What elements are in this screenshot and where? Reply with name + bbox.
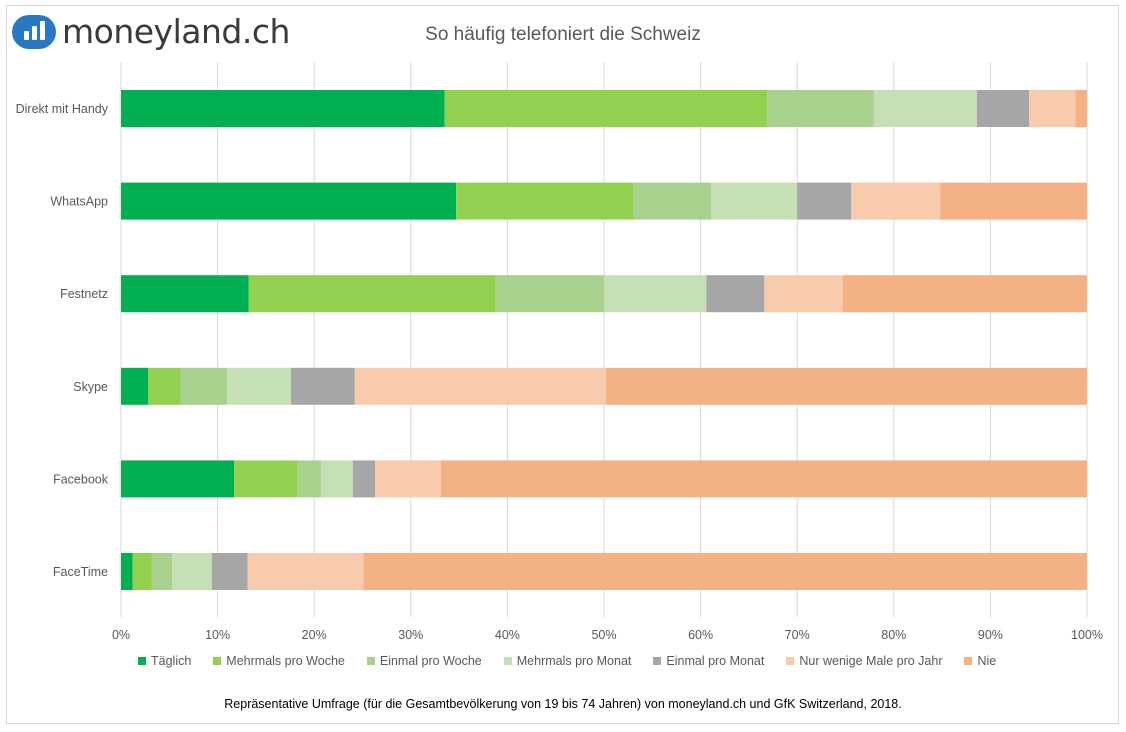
bar-segment	[873, 90, 977, 127]
legend-label: Nie	[977, 654, 997, 668]
bar-segment	[940, 182, 1087, 220]
bar-segment	[291, 367, 355, 405]
legend-swatch	[366, 657, 375, 665]
legend-item: Einmal pro Monat	[653, 654, 764, 668]
bar-segment	[121, 553, 133, 590]
bar-segment	[132, 553, 152, 590]
gridlines	[120, 62, 1088, 617]
x-tick-label: 20%	[302, 628, 327, 642]
bar-segment	[121, 460, 235, 498]
bar-segment	[248, 275, 496, 313]
legend-item: Mehrmals pro Woche	[213, 654, 345, 668]
bar-segment	[247, 553, 364, 590]
bar-segment	[604, 275, 707, 313]
bar-segment	[297, 460, 321, 498]
bar-segment	[121, 367, 149, 405]
legend-item: Einmal pro Woche	[366, 654, 482, 668]
bar-segment	[121, 90, 445, 127]
legend-label: Einmal pro Woche	[379, 654, 482, 668]
bar-segment	[354, 367, 606, 405]
legend-label: Nur wenige Male pro Jahr	[799, 654, 943, 668]
bars	[121, 90, 1088, 590]
bar-segment	[797, 182, 852, 220]
legend-swatch	[213, 657, 222, 665]
bar-segment	[632, 182, 712, 220]
x-tick-label: 60%	[688, 628, 713, 642]
category-label: Facebook	[53, 472, 109, 486]
footnote: Repräsentative Umfrage (für die Gesamtbe…	[224, 697, 902, 711]
category-label: Skype	[73, 380, 108, 394]
bar-segment	[605, 367, 1087, 405]
chart-title: So häufig telefoniert die Schweiz	[425, 24, 701, 45]
bar-segment	[706, 275, 765, 313]
category-label: WhatsApp	[50, 195, 108, 209]
bar-segment	[363, 553, 1087, 590]
legend-swatch	[964, 657, 973, 665]
bar-segment	[456, 182, 633, 220]
legend-label: Einmal pro Monat	[666, 654, 765, 668]
x-tick-label: 30%	[398, 628, 423, 642]
bar-segment	[320, 460, 353, 498]
x-tick-label: 80%	[881, 628, 906, 642]
bar-segment	[180, 367, 228, 405]
logo-text: moneyland.ch	[62, 12, 290, 51]
bar-segment	[234, 460, 298, 498]
x-tick-label: 0%	[112, 628, 130, 642]
moneyland-logo[interactable]: moneyland.ch	[12, 12, 290, 51]
legend-swatch	[138, 657, 146, 665]
legend-item: Nur wenige Male pro Jahr	[786, 654, 942, 668]
x-tick-label: 40%	[495, 628, 520, 642]
bar-segment	[1075, 90, 1087, 127]
bar-segment	[352, 460, 376, 498]
x-tick-label: 70%	[785, 628, 810, 642]
x-tick-label: 90%	[978, 628, 1003, 642]
legend-swatch	[503, 657, 512, 665]
bar-segment	[375, 460, 441, 498]
legend-swatch	[653, 657, 662, 665]
legend: Täglich Mehrmals pro Woche Einmal pro Woch…	[138, 654, 996, 668]
legend-swatch	[786, 657, 795, 665]
legend-item: Mehrmals pro Monat	[503, 654, 632, 668]
category-label: Festnetz	[60, 287, 108, 301]
bar-segment	[121, 275, 249, 313]
legend-label: Mehrmals pro Monat	[516, 654, 632, 668]
bar-segment	[1029, 90, 1076, 127]
stacked-bar-plot: 0% 10% 20% 30% 40% 50% 60% 70% 80% 90% 100% Direkt …	[16, 62, 1103, 642]
bar-segment	[767, 90, 874, 127]
bar-segment	[976, 90, 1030, 127]
bar-segment	[440, 460, 1088, 498]
legend-label: Mehrmals pro Woche	[226, 654, 345, 668]
x-tick-label: 100%	[1071, 628, 1103, 642]
category-label: FaceTime	[53, 565, 108, 579]
bar-segment	[151, 553, 173, 590]
x-tick-label: 10%	[205, 628, 230, 642]
bar-segment	[495, 275, 604, 313]
bar-segment	[444, 90, 768, 127]
bar-segment	[121, 182, 457, 220]
bar-segment	[764, 275, 843, 313]
bar-segment	[211, 553, 248, 590]
bar-segment	[227, 367, 292, 405]
legend-item: Nie	[964, 654, 996, 668]
bar-chart-logo-icon	[12, 14, 56, 49]
legend-label: Täglich	[151, 654, 192, 668]
x-tick-label: 50%	[591, 628, 616, 642]
bar-segment	[148, 367, 181, 405]
axis-labels: 0% 10% 20% 30% 40% 50% 60% 70% 80% 90% 100% Direkt …	[16, 102, 1103, 642]
category-label: Direkt mit Handy	[16, 102, 109, 116]
bar-segment	[172, 553, 212, 590]
bar-segment	[842, 275, 1087, 313]
legend-item: Täglich	[138, 654, 191, 668]
bar-segment	[711, 182, 798, 220]
bar-segment	[851, 182, 941, 220]
